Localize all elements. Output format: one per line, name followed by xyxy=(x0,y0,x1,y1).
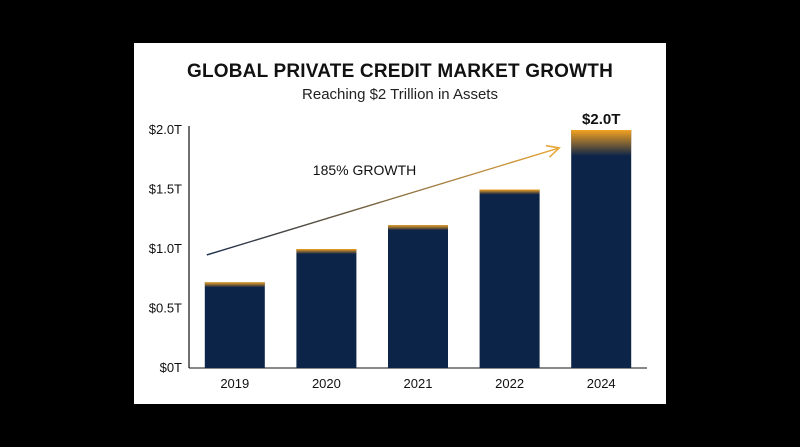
y-tick-label: $0.5T xyxy=(149,301,182,316)
x-tick-label: 2020 xyxy=(312,376,341,391)
bar-chart: $0T $0.5T $1.0T $1.5T $2.0T 2019 2020 2021 2022 2… xyxy=(149,111,647,391)
data-label: $2.0T xyxy=(582,111,620,128)
bar-cap-2021 xyxy=(388,225,448,231)
growth-arrow-line xyxy=(206,147,560,256)
bar-cap-2022 xyxy=(479,189,540,195)
bar-2022 xyxy=(479,189,540,368)
y-tick-label: $1.0T xyxy=(149,241,182,256)
bar-2019 xyxy=(204,282,265,368)
bar-cap-2019 xyxy=(204,282,265,288)
bar-2024 xyxy=(571,130,632,368)
x-tick-label: 2021 xyxy=(404,376,433,391)
chart-title: GLOBAL PRIVATE CREDIT MARKET GROWTH xyxy=(186,61,614,82)
growth-annotation-label: 185% GROWTH xyxy=(313,162,416,178)
bar-cap-2024 xyxy=(571,130,632,156)
chart-subtitle: Reaching $2 Trillion in Assets xyxy=(302,86,498,103)
y-tick-label: $2.0T xyxy=(149,122,182,137)
growth-arrow-head xyxy=(545,144,561,158)
x-tick-label: 2024 xyxy=(587,376,616,391)
chart-panel: GLOBAL PRIVATE CREDIT MARKET GROWTH Reac… xyxy=(134,43,666,404)
bar-2020 xyxy=(296,249,357,368)
y-tick-label: $1.5T xyxy=(149,182,182,197)
bar-2021 xyxy=(388,225,448,368)
bar-cap-2020 xyxy=(296,249,357,254)
x-tick-label: 2022 xyxy=(495,376,524,391)
x-tick-label: 2019 xyxy=(220,376,249,391)
y-tick-label: $0T xyxy=(160,360,182,375)
